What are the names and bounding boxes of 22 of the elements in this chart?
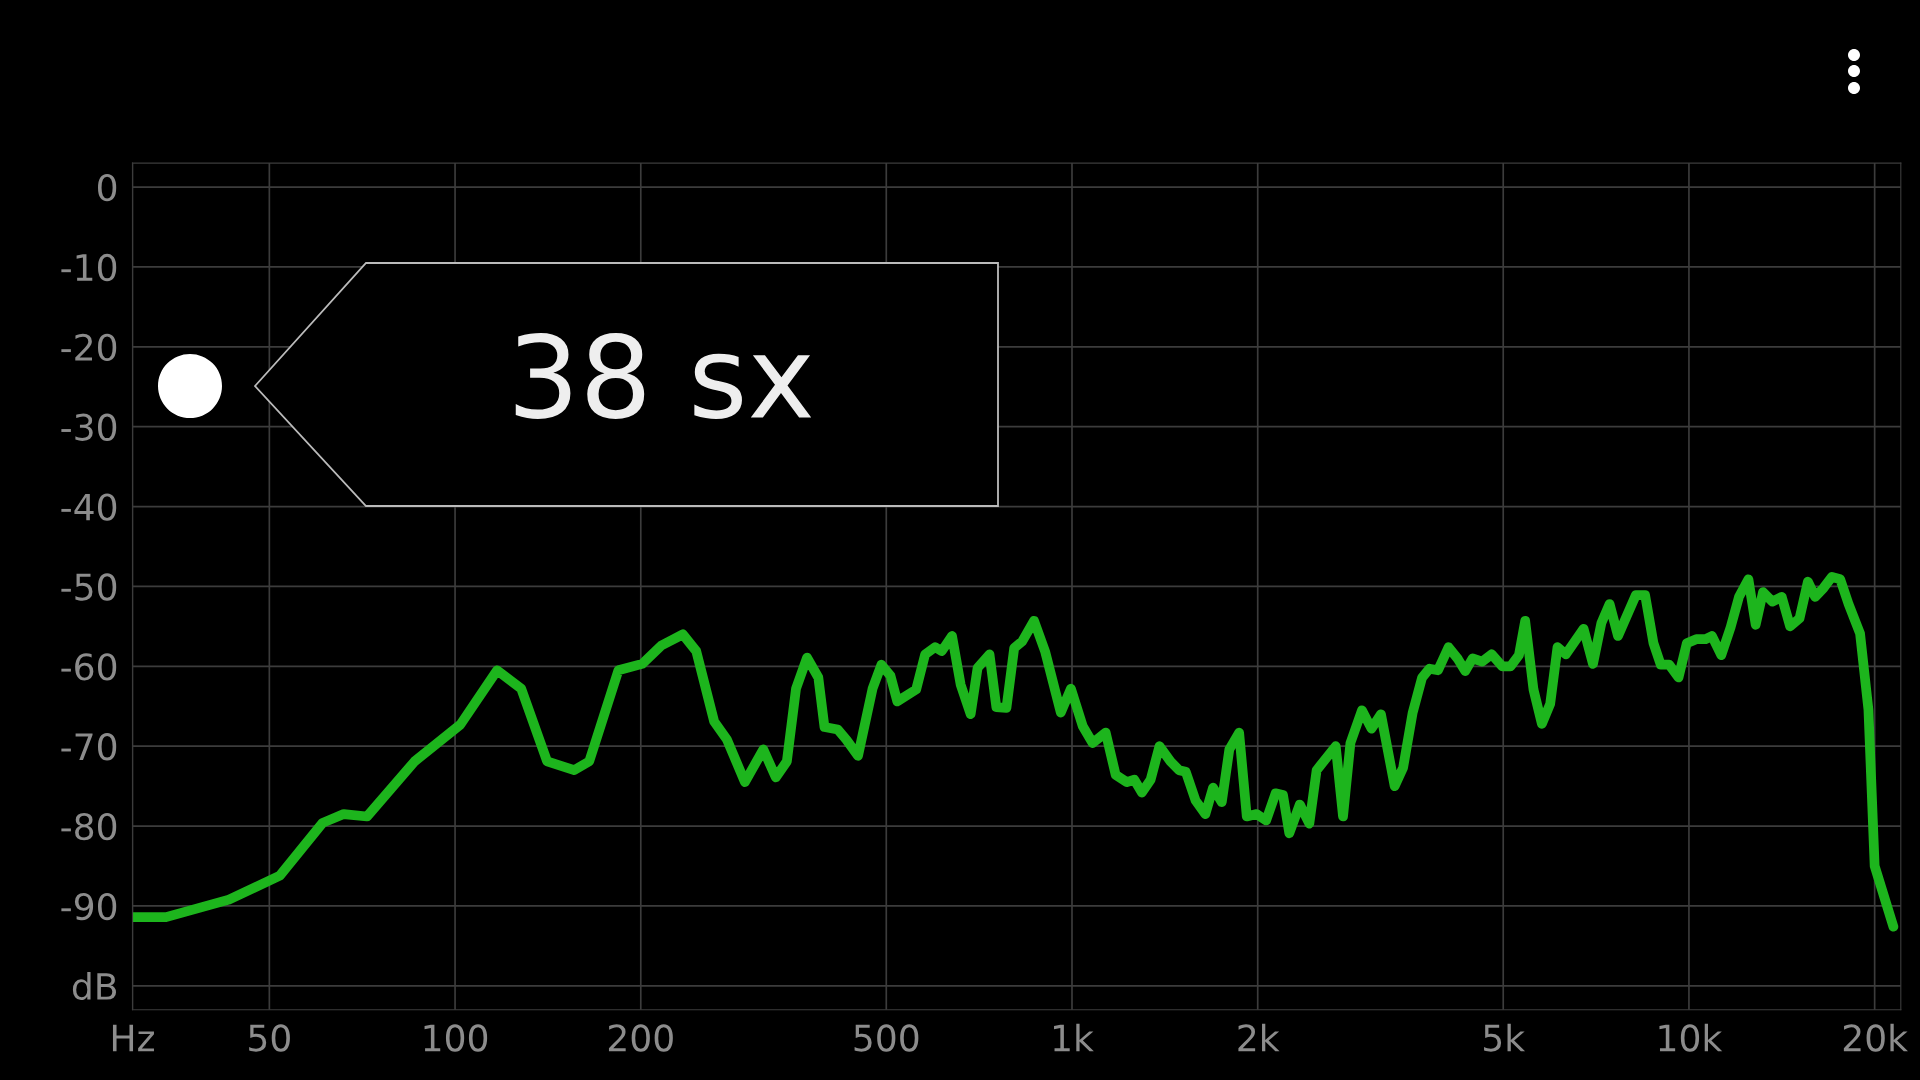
y-tick-label: -80 — [61, 813, 117, 841]
y-tick-label: -70 — [61, 733, 117, 761]
y-tick-label: -50 — [61, 573, 117, 601]
x-tick-label: 20k — [1843, 1023, 1908, 1052]
y-tick-label: dB — [72, 972, 117, 1001]
x-tick-label: 5k — [1484, 1023, 1526, 1052]
x-tick-label: 1k — [1054, 1023, 1094, 1052]
y-tick-label: 0 — [98, 173, 117, 202]
x-tick-label: 100 — [424, 1024, 488, 1052]
x-tick-label: 50 — [249, 1024, 290, 1052]
y-tick-label: -30 — [61, 413, 117, 441]
x-tick-label: 2k — [1238, 1023, 1280, 1052]
x-tick-label: Hz — [112, 1024, 154, 1052]
y-tick-label: -90 — [61, 892, 117, 921]
y-tick-label: -60 — [61, 653, 117, 681]
x-tick-label: 500 — [854, 1024, 919, 1052]
y-tick-label: -20 — [61, 333, 117, 362]
x-tick-label: 10k — [1659, 1023, 1723, 1052]
x-tick-label: 200 — [608, 1024, 673, 1052]
y-tick-label: -10 — [61, 253, 117, 282]
annotation: 38 sx — [515, 332, 812, 420]
y-tick-label: -40 — [61, 493, 117, 521]
